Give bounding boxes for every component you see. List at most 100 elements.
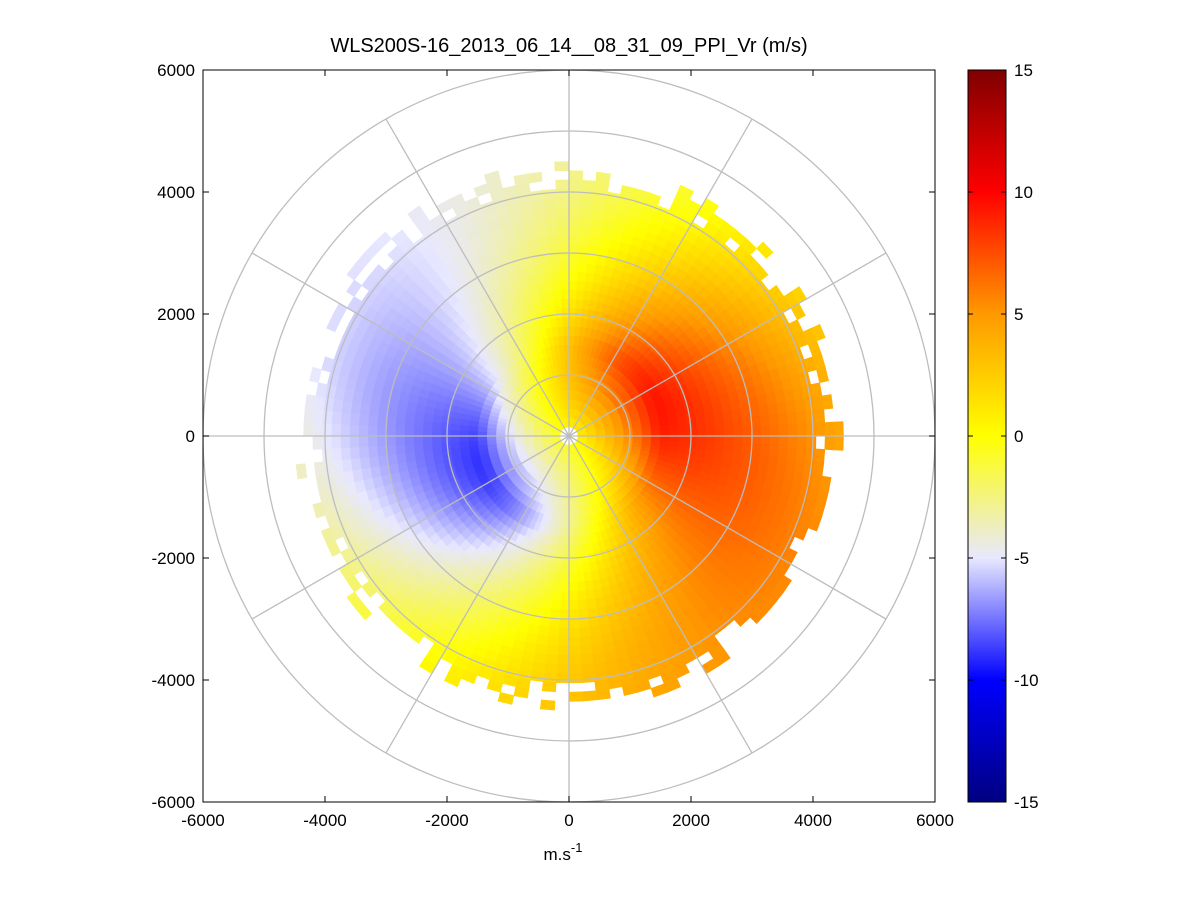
velocity-bin xyxy=(321,448,333,463)
velocity-bin xyxy=(588,235,601,247)
velocity-bin xyxy=(477,435,488,442)
velocity-bin xyxy=(556,664,570,675)
velocity-bin xyxy=(547,299,556,310)
velocity-bin xyxy=(346,279,363,297)
velocity-bin xyxy=(812,461,825,477)
velocity-bin xyxy=(404,418,415,429)
y-axis: 6000 4000 2000 0 -2000 -4000 -6000 xyxy=(152,61,935,812)
velocity-bin xyxy=(315,382,328,398)
velocity-bin xyxy=(394,426,405,437)
colorbar-tick-label: 0 xyxy=(1014,427,1023,446)
velocity-bin xyxy=(422,427,433,437)
velocity-bin xyxy=(367,414,379,427)
velocity-bin xyxy=(413,443,424,453)
velocity-bin xyxy=(705,420,716,430)
velocity-bin xyxy=(576,581,586,592)
velocity-bin xyxy=(568,234,580,245)
velocity-bin xyxy=(561,563,570,574)
velocity-bin xyxy=(423,449,434,460)
colorbar-axis: 15 10 5 0 -5 -10 -15 xyxy=(968,61,1039,812)
velocity-bin xyxy=(431,435,442,444)
velocity-bin xyxy=(548,243,560,255)
velocity-bin xyxy=(303,407,315,423)
velocity-bin xyxy=(339,423,351,437)
velocity-bin xyxy=(358,435,369,448)
velocity-bin xyxy=(441,448,452,457)
velocity-bin xyxy=(760,425,771,437)
velocity-bin xyxy=(568,554,577,565)
velocity-bin xyxy=(557,645,570,656)
velocity-bin xyxy=(687,435,698,444)
velocity-bin xyxy=(810,382,823,398)
velocity-bin xyxy=(595,171,611,184)
velocity-bin xyxy=(374,231,392,249)
velocity-bin xyxy=(759,414,771,427)
velocity-bin xyxy=(767,456,779,470)
velocity-bin xyxy=(422,435,433,445)
velocity-bin xyxy=(568,225,581,236)
velocity-bin xyxy=(358,446,370,459)
colorbar-tick-label: 5 xyxy=(1014,305,1023,324)
velocity-bin xyxy=(560,581,570,592)
velocity-bin xyxy=(368,404,380,417)
velocity-bin xyxy=(572,517,579,528)
velocity-bin xyxy=(742,426,753,437)
velocity-bin xyxy=(576,590,587,601)
velocity-bin xyxy=(568,243,580,254)
velocity-bin xyxy=(787,411,798,425)
velocity-bin xyxy=(443,672,462,688)
velocity-bin xyxy=(556,316,564,328)
velocity-bin xyxy=(705,435,716,445)
x-tick-label: 2000 xyxy=(672,811,710,830)
velocity-bin xyxy=(577,599,588,610)
velocity-bin xyxy=(607,677,623,690)
velocity-bin xyxy=(568,627,580,638)
velocity-bin xyxy=(575,572,585,583)
velocity-bin xyxy=(714,419,725,429)
velocity-bin xyxy=(696,428,707,437)
velocity-bin xyxy=(580,654,594,665)
x-axis-label: m.s-1 xyxy=(544,840,583,864)
velocity-bin xyxy=(422,420,433,430)
velocity-bin xyxy=(722,409,734,421)
velocity-bin xyxy=(559,261,570,272)
velocity-bin xyxy=(568,252,579,263)
velocity-bin xyxy=(577,608,589,620)
velocity-bin xyxy=(359,402,371,416)
velocity-bin xyxy=(477,439,488,446)
velocity-bin xyxy=(582,562,591,573)
velocity-bin xyxy=(589,634,603,646)
velocity-bin xyxy=(588,625,601,637)
x-tick-label: 0 xyxy=(564,811,573,830)
velocity-bin xyxy=(562,536,570,547)
velocity-bin xyxy=(787,447,798,461)
velocity-bin xyxy=(563,527,570,537)
velocity-bin xyxy=(395,417,406,428)
velocity-bin xyxy=(551,271,562,282)
velocity-bin xyxy=(315,474,328,490)
velocity-bin xyxy=(395,408,407,420)
velocity-bin xyxy=(555,179,570,190)
velocity-bin xyxy=(760,435,771,447)
velocity-bin xyxy=(449,429,460,437)
velocity-bin xyxy=(723,418,734,429)
velocity-bin xyxy=(778,424,789,437)
velocity-bin xyxy=(777,412,789,426)
velocity-bin xyxy=(814,408,826,424)
velocity-bin xyxy=(742,435,753,446)
velocity-bin xyxy=(497,691,515,705)
velocity-bin xyxy=(568,590,578,602)
velocity-bin xyxy=(580,207,594,218)
velocity-bin xyxy=(677,417,688,425)
velocity-bin xyxy=(557,326,565,337)
velocity-bin xyxy=(705,442,716,452)
velocity-bin xyxy=(534,643,548,655)
azimuth-spoke xyxy=(385,435,570,754)
velocity-bin xyxy=(568,581,578,592)
velocity-bin xyxy=(696,435,707,444)
velocity-bin xyxy=(559,600,570,611)
velocity-bin xyxy=(513,173,530,186)
velocity-bin xyxy=(568,673,583,684)
azimuth-spoke xyxy=(385,118,570,437)
velocity-bin xyxy=(295,463,308,480)
